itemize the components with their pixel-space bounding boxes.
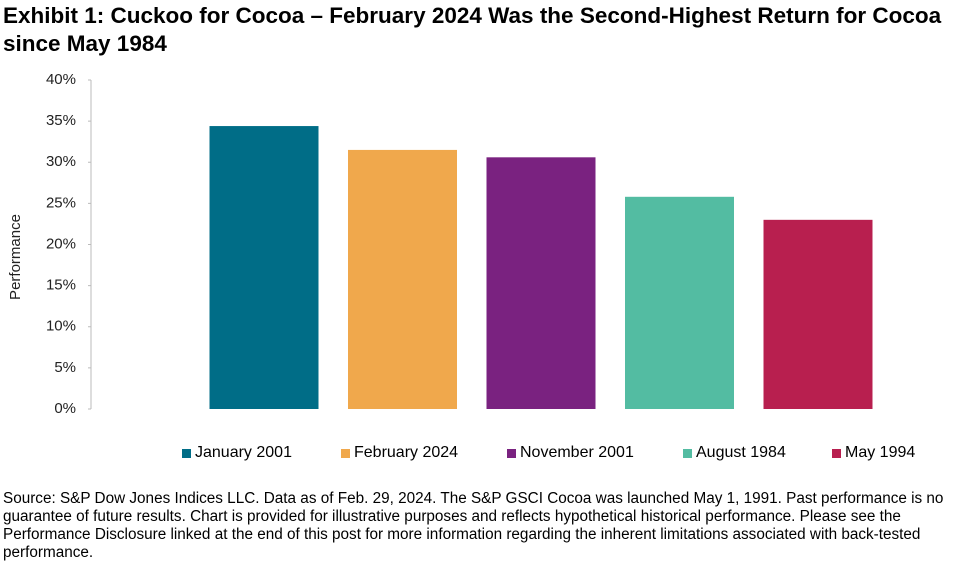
legend-swatch bbox=[507, 448, 516, 458]
legend-item: January 2001 bbox=[182, 444, 292, 462]
y-tick-label: 10% bbox=[46, 318, 76, 335]
legend-item: August 1984 bbox=[683, 444, 786, 462]
chart-title: Exhibit 1: Cuckoo for Cocoa – February 2… bbox=[3, 3, 942, 56]
source-note: Source: S&P Dow Jones Indices LLC. Data … bbox=[3, 490, 944, 561]
y-tick-label: 0% bbox=[54, 400, 76, 417]
legend-label: February 2024 bbox=[354, 444, 459, 461]
y-tick-label: 35% bbox=[46, 112, 76, 129]
legend-label: May 1994 bbox=[845, 444, 916, 461]
y-tick-label: 30% bbox=[46, 153, 76, 170]
legend-swatch bbox=[683, 448, 692, 458]
legend-item: February 2024 bbox=[341, 444, 458, 462]
bar bbox=[348, 149, 457, 409]
legend-label: August 1984 bbox=[696, 444, 786, 461]
bar bbox=[763, 219, 873, 409]
legend-item: November 2001 bbox=[507, 444, 634, 462]
y-tick-label: 20% bbox=[46, 235, 76, 252]
legend-swatch bbox=[182, 448, 191, 458]
bar bbox=[209, 126, 319, 409]
y-tick-label: 40% bbox=[46, 71, 76, 88]
legend-item: May 1994 bbox=[832, 444, 915, 462]
legend-label: January 2001 bbox=[195, 444, 292, 461]
y-tick-label: 5% bbox=[54, 359, 76, 376]
y-tick-label: 15% bbox=[46, 277, 76, 294]
bar bbox=[625, 196, 734, 409]
legend-swatch bbox=[832, 448, 841, 458]
y-tick-label: 25% bbox=[46, 194, 76, 211]
legend: January 2001 February 2024 November 2001 Au… bbox=[0, 444, 969, 466]
bar bbox=[486, 157, 596, 409]
chart: Performance 0% 5% 10% 15% 20% 25% 30% 35% 40% bbox=[7, 71, 873, 417]
legend-label: November 2001 bbox=[520, 444, 634, 461]
legend-swatch bbox=[341, 448, 350, 458]
y-axis-label: Performance bbox=[7, 214, 24, 300]
